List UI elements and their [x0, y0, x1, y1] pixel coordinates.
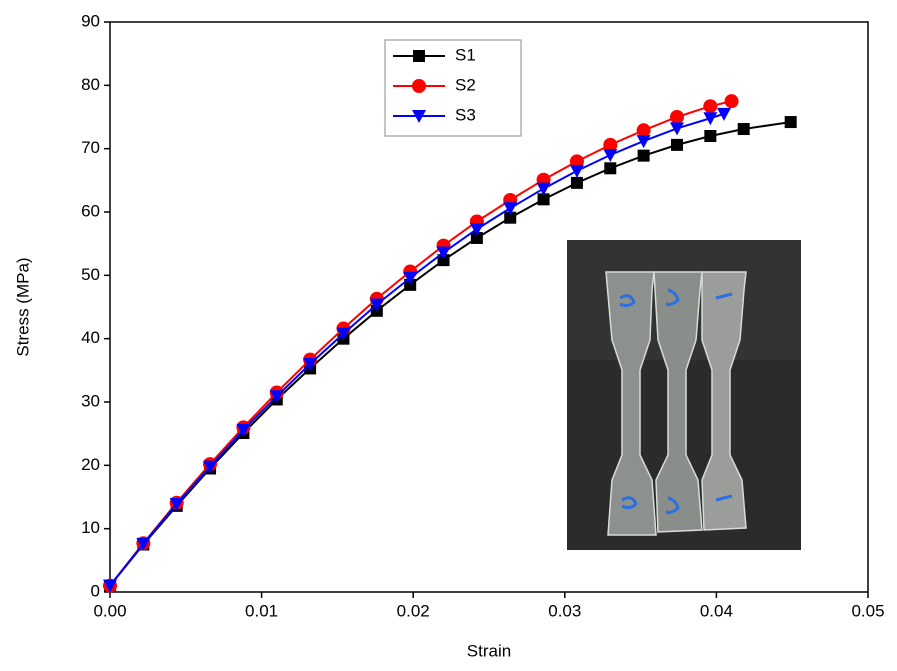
- marker: [503, 202, 518, 216]
- legend-marker: [412, 79, 426, 93]
- marker: [103, 579, 117, 593]
- marker: [669, 122, 684, 136]
- marker: [716, 107, 731, 121]
- marker: [603, 149, 618, 162]
- marker: [470, 231, 483, 244]
- x-tick-label: 0.01: [245, 601, 278, 620]
- y-tick-label: 60: [81, 201, 100, 220]
- marker: [569, 164, 584, 178]
- marker: [724, 94, 739, 109]
- marker: [703, 99, 718, 114]
- series-line: [109, 112, 725, 587]
- marker: [704, 130, 717, 142]
- marker: [369, 298, 384, 312]
- x-tick-label: 0.05: [851, 601, 884, 620]
- y-tick-label: 40: [81, 328, 100, 347]
- marker: [203, 460, 218, 474]
- marker: [504, 211, 517, 224]
- legend-box: [384, 39, 522, 137]
- x-tick-label: 0.04: [700, 601, 733, 620]
- marker: [136, 537, 151, 551]
- x-axis-label: Strain: [467, 641, 511, 660]
- marker: [737, 123, 750, 136]
- y-axis-label: Stress (MPa): [13, 257, 32, 356]
- legend-label: S3: [455, 105, 476, 124]
- inset-photo: [567, 240, 801, 550]
- marker: [536, 182, 551, 196]
- marker: [303, 358, 318, 371]
- legend-label: S1: [455, 45, 476, 64]
- y-tick-label: 30: [81, 391, 100, 410]
- marker: [570, 176, 583, 189]
- marker: [636, 135, 651, 149]
- x-tick-label: 0.03: [548, 601, 581, 620]
- marker: [236, 423, 251, 437]
- marker: [403, 271, 418, 285]
- marker: [637, 149, 650, 162]
- legend-label: S2: [455, 75, 476, 94]
- marker: [169, 497, 184, 511]
- marker: [437, 254, 450, 267]
- y-tick-label: 50: [81, 265, 100, 284]
- marker: [670, 138, 683, 151]
- marker: [469, 223, 484, 237]
- y-tick-label: 80: [81, 75, 100, 94]
- marker: [603, 137, 618, 152]
- marker: [537, 193, 550, 206]
- plot-frame: [109, 21, 869, 593]
- marker: [269, 390, 284, 404]
- marker: [636, 123, 651, 138]
- marker: [604, 162, 617, 175]
- marker: [336, 327, 351, 341]
- marker: [436, 246, 451, 260]
- y-tick-label: 0: [91, 581, 100, 600]
- marker: [669, 110, 684, 124]
- marker: [784, 116, 797, 129]
- marker: [703, 112, 718, 126]
- legend-marker: [412, 110, 426, 123]
- legend-marker: [413, 50, 425, 62]
- x-tick-label: 0.02: [397, 601, 430, 620]
- y-tick-label: 10: [81, 518, 100, 537]
- y-tick-label: 20: [81, 455, 100, 474]
- y-tick-label: 70: [81, 138, 100, 157]
- x-tick-label: 0.00: [93, 601, 126, 620]
- y-tick-label: 90: [81, 11, 100, 30]
